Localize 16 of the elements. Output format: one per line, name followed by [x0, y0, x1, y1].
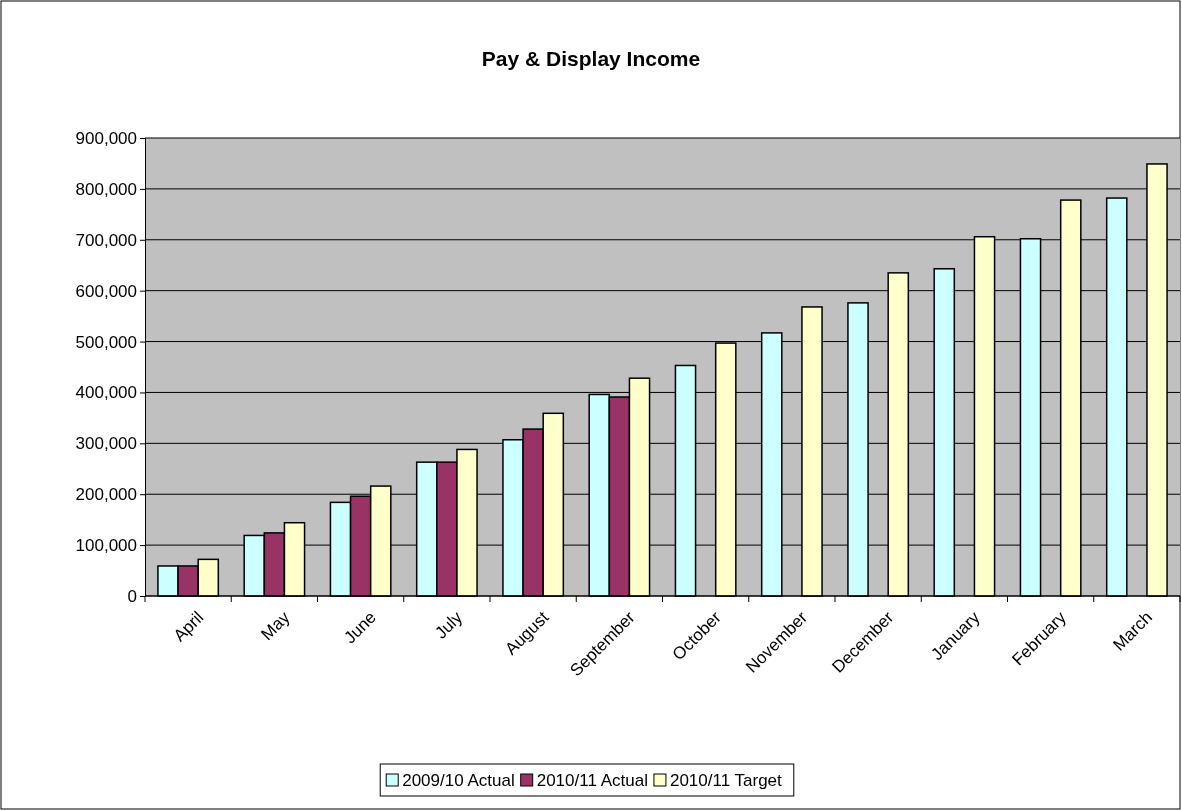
y-tick-label: 800,000	[75, 179, 137, 199]
legend-label: 2009/10 Actual	[402, 771, 515, 790]
x-tick-label: July	[431, 607, 467, 643]
y-tick-label: 700,000	[75, 230, 137, 250]
legend-label: 2010/11 Actual	[536, 771, 648, 790]
y-tick-label: 900,000	[75, 128, 137, 148]
y-tick-label: 300,000	[75, 434, 137, 454]
y-tick-label: 400,000	[75, 383, 137, 403]
chart-title: Pay & Display Income	[481, 47, 701, 70]
y-tick-label: 500,000	[75, 332, 137, 352]
legend-label: 2010/11 Target	[669, 771, 783, 790]
y-tick-label: 100,000	[75, 536, 137, 556]
x-tick-label: May	[257, 607, 294, 644]
y-tick-label: 200,000	[75, 485, 137, 505]
y-tick-label: 0	[127, 586, 137, 606]
y-tick-label: 600,000	[75, 281, 137, 301]
